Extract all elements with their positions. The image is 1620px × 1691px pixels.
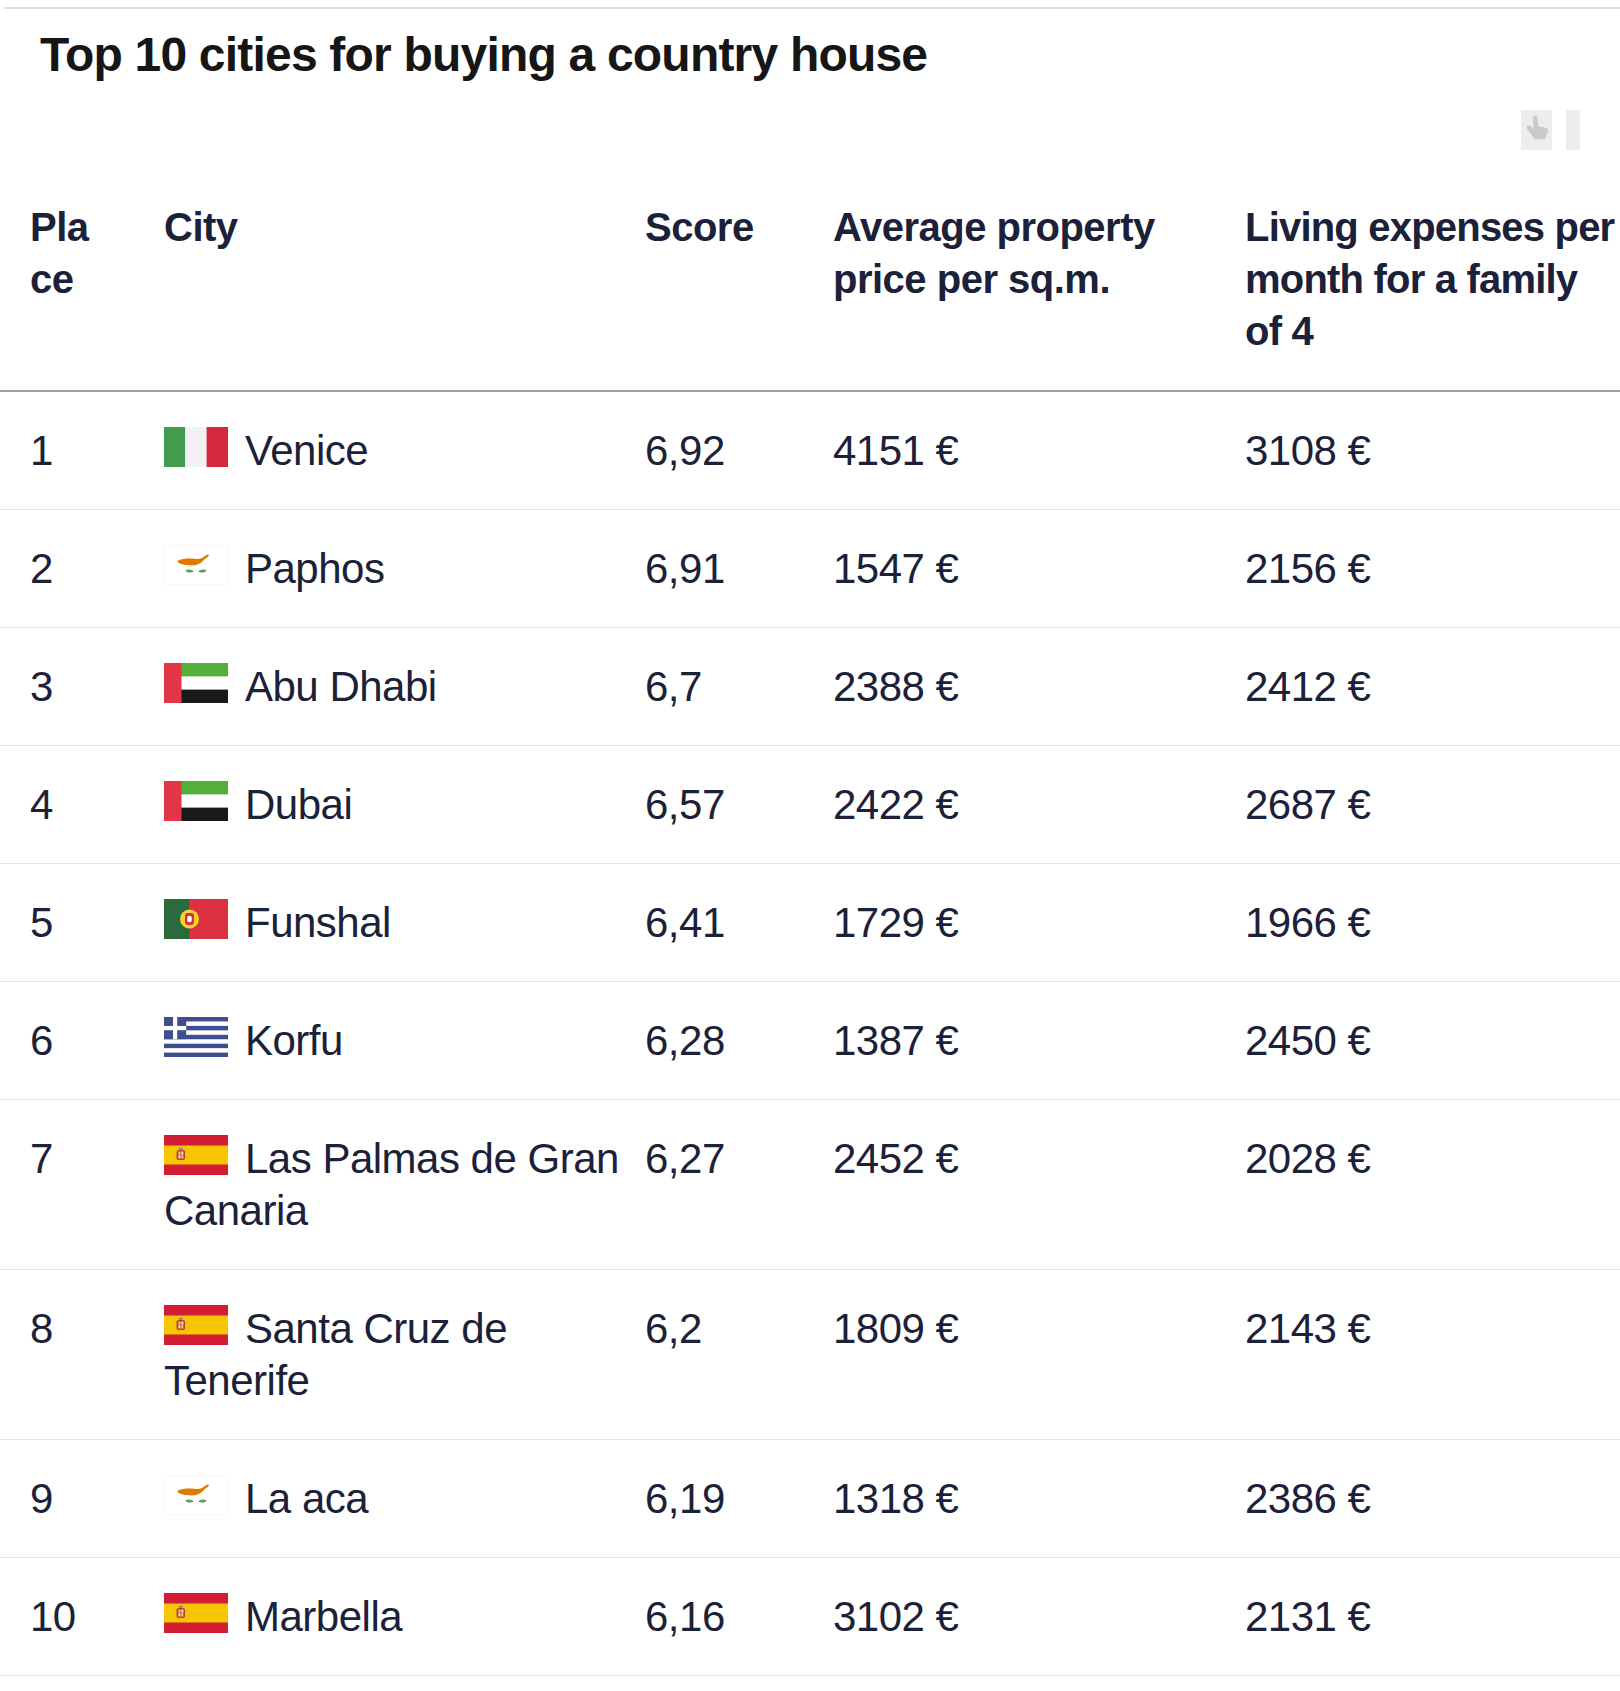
reaction-buttons <box>1521 110 1580 150</box>
pointing-hand-button[interactable] <box>1521 110 1552 150</box>
city-cell: Korfu <box>158 982 645 1100</box>
living-expenses-cell: 2687 € <box>1245 746 1620 864</box>
header-row: Place City Score Average property price … <box>0 201 1620 391</box>
property-price-cell: 2388 € <box>833 628 1245 746</box>
property-price-cell: 1547 € <box>833 510 1245 628</box>
living-expenses-cell: 2028 € <box>1245 1100 1620 1270</box>
uae-flag-icon <box>164 663 228 703</box>
score-cell: 6,28 <box>645 982 833 1100</box>
living-expenses-cell: 2386 € <box>1245 1440 1620 1558</box>
living-expenses-cell: 2412 € <box>1245 628 1620 746</box>
city-cell: Marbella <box>158 1558 645 1676</box>
city-name: Venice <box>245 427 368 474</box>
living-expenses-cell: 3108 € <box>1245 391 1620 510</box>
uae-flag-icon <box>164 781 228 821</box>
property-price-cell: 3102 € <box>833 1558 1245 1676</box>
top-cities-table: Place City Score Average property price … <box>0 201 1620 1676</box>
header-living-expenses: Living expenses per month for a family o… <box>1245 201 1620 391</box>
place-cell: 2 <box>0 510 158 628</box>
table-row: 5 Funshal 6,411729 €1966 € <box>0 864 1620 982</box>
living-expenses-cell: 2131 € <box>1245 1558 1620 1676</box>
header-score: Score <box>645 201 833 391</box>
score-cell: 6,57 <box>645 746 833 864</box>
place-cell: 7 <box>0 1100 158 1270</box>
city-name: Abu Dhabi <box>245 663 437 710</box>
page-title: Top 10 cities for buying a country house <box>40 27 1620 83</box>
spain-flag-icon <box>164 1593 228 1633</box>
property-price-cell: 2422 € <box>833 746 1245 864</box>
living-expenses-cell: 1966 € <box>1245 864 1620 982</box>
property-price-cell: 2452 € <box>833 1100 1245 1270</box>
card-top-border <box>4 7 1620 9</box>
property-price-cell: 1318 € <box>833 1440 1245 1558</box>
table-row: 6 Korfu 6,281387 €2450 € <box>0 982 1620 1100</box>
header-place: Place <box>0 201 158 391</box>
living-expenses-cell: 2450 € <box>1245 982 1620 1100</box>
city-cell: Funshal <box>158 864 645 982</box>
city-cell: Venice <box>158 391 645 510</box>
italy-flag-icon <box>164 427 228 467</box>
header-average-property-price: Average property price per sq.m. <box>833 201 1245 391</box>
city-name: Dubai <box>245 781 352 828</box>
city-name: Las Palmas de Gran Canaria <box>164 1135 619 1234</box>
table-row: 4 Dubai 6,572422 €2687 € <box>0 746 1620 864</box>
property-price-cell: 1809 € <box>833 1270 1245 1440</box>
living-expenses-cell: 2156 € <box>1245 510 1620 628</box>
place-cell: 10 <box>0 1558 158 1676</box>
place-cell: 5 <box>0 864 158 982</box>
place-cell: 4 <box>0 746 158 864</box>
score-cell: 6,19 <box>645 1440 833 1558</box>
greece-flag-icon <box>164 1017 228 1057</box>
table-row: 7Las Palmas de Gran Canaria 6,272452 €202… <box>0 1100 1620 1270</box>
city-name: Marbella <box>245 1593 402 1640</box>
table-row: 10 Marbella 6,163102 €2131 € <box>0 1558 1620 1676</box>
city-name: Korfu <box>245 1017 343 1064</box>
table-row: 2 Paphos 6,911547 €2156 € <box>0 510 1620 628</box>
table-row: 9 La aca 6,191318 €2386 € <box>0 1440 1620 1558</box>
place-cell: 8 <box>0 1270 158 1440</box>
city-cell: Dubai <box>158 746 645 864</box>
living-expenses-cell: 2143 € <box>1245 1270 1620 1440</box>
property-price-cell: 1729 € <box>833 864 1245 982</box>
table-row: 1 Venice 6,924151 €3108 € <box>0 391 1620 510</box>
place-cell: 1 <box>0 391 158 510</box>
score-cell: 6,91 <box>645 510 833 628</box>
city-cell: Las Palmas de Gran Canaria <box>158 1100 645 1270</box>
score-cell: 6,7 <box>645 628 833 746</box>
score-cell: 6,27 <box>645 1100 833 1270</box>
city-cell: La aca <box>158 1440 645 1558</box>
place-cell: 9 <box>0 1440 158 1558</box>
pointing-hand-icon <box>1524 114 1550 146</box>
partial-button[interactable] <box>1566 110 1580 150</box>
place-cell: 3 <box>0 628 158 746</box>
cyprus-flag-icon <box>164 545 228 585</box>
score-cell: 6,41 <box>645 864 833 982</box>
city-cell: Paphos <box>158 510 645 628</box>
header-city: City <box>158 201 645 391</box>
score-cell: 6,16 <box>645 1558 833 1676</box>
city-name: La aca <box>245 1475 368 1522</box>
property-price-cell: 4151 € <box>833 391 1245 510</box>
city-cell: Santa Cruz de Tenerife <box>158 1270 645 1440</box>
score-cell: 6,2 <box>645 1270 833 1440</box>
score-cell: 6,92 <box>645 391 833 510</box>
city-cell: Abu Dhabi <box>158 628 645 746</box>
city-name: Paphos <box>245 545 384 592</box>
cyprus-flag-icon <box>164 1475 228 1515</box>
spain-flag-icon <box>164 1305 228 1345</box>
table-row: 8Santa Cruz de Tenerife6,21809 €2143 € <box>0 1270 1620 1440</box>
property-price-cell: 1387 € <box>833 982 1245 1100</box>
portugal-flag-icon <box>164 899 228 939</box>
place-cell: 6 <box>0 982 158 1100</box>
table-row: 3 Abu Dhabi 6,72388 €2412 € <box>0 628 1620 746</box>
city-name: Funshal <box>245 899 391 946</box>
spain-flag-icon <box>164 1135 228 1175</box>
